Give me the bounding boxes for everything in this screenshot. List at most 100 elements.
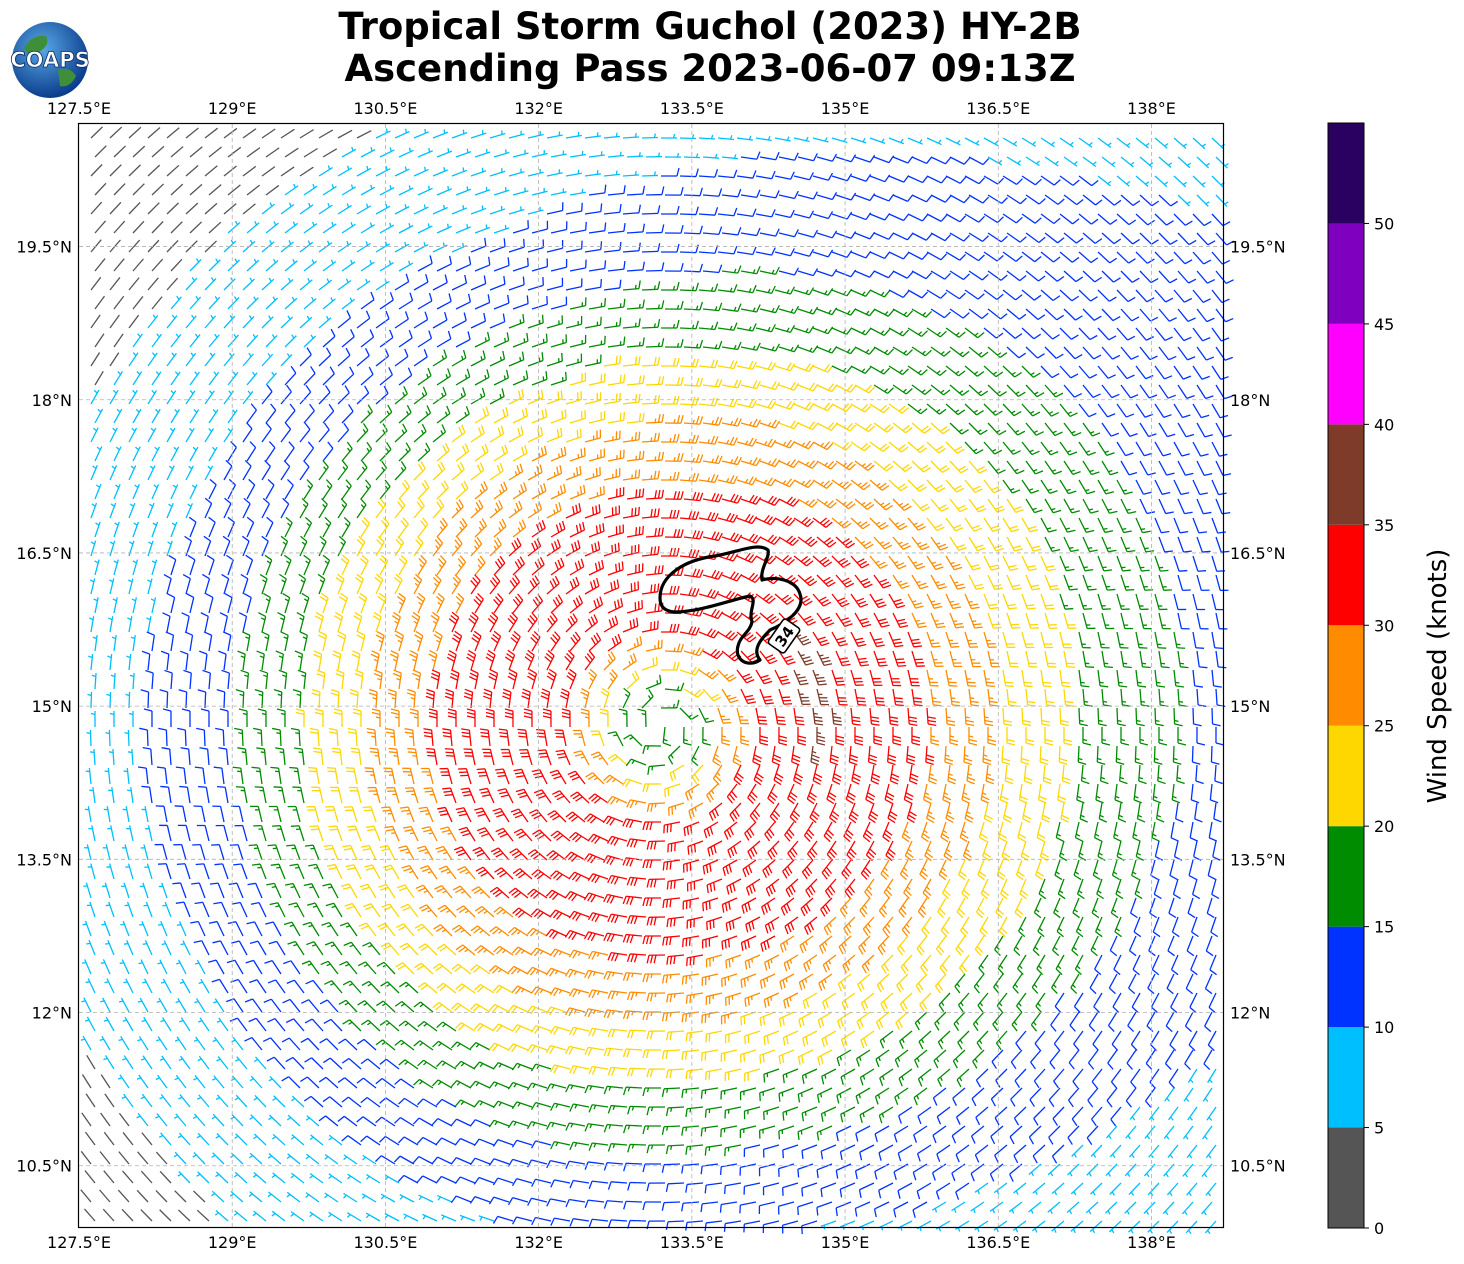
wind-barb — [933, 1164, 946, 1181]
wind-barb — [285, 297, 297, 309]
wind-barb — [234, 1172, 247, 1183]
lon-label: 135°E — [821, 99, 870, 118]
wind-barb — [684, 860, 699, 873]
wind-barb — [490, 575, 500, 594]
wind-barb — [741, 534, 761, 543]
wind-barb — [662, 1088, 680, 1097]
wind-barb — [82, 1074, 91, 1088]
wind-barb — [308, 768, 319, 784]
wind-barb — [528, 889, 547, 898]
wind-barb — [702, 974, 718, 986]
wind-barb — [628, 1182, 646, 1190]
wind-barb — [253, 1173, 266, 1183]
wind-barb — [1188, 1069, 1197, 1083]
wind-barb — [231, 1076, 243, 1088]
wind-barb — [114, 221, 125, 233]
wind-barb — [323, 329, 335, 347]
wind-barb — [342, 1136, 361, 1145]
wind-barb — [139, 728, 148, 746]
wind-barb — [927, 404, 946, 414]
wind-barb — [551, 372, 566, 385]
wind-barb — [855, 689, 866, 705]
wind-barb — [608, 487, 624, 499]
wind-barb — [250, 1115, 262, 1126]
wind-barb — [334, 612, 342, 632]
wind-barb — [760, 1012, 775, 1026]
wind-barb — [647, 1183, 665, 1191]
wind-barb — [628, 992, 646, 1000]
wind-barb — [285, 259, 297, 271]
wind-barb — [646, 452, 664, 461]
wind-barb — [745, 1107, 760, 1119]
wind-barb — [851, 708, 861, 725]
wind-barb — [400, 807, 414, 822]
wind-barb — [532, 446, 546, 461]
wind-barb — [668, 841, 684, 852]
wind-barb — [513, 295, 528, 309]
wind-barb — [1155, 518, 1169, 533]
wind-barb — [304, 148, 318, 157]
wind-barb — [604, 580, 619, 594]
wind-barb — [726, 917, 741, 931]
wind-barb — [604, 1048, 623, 1056]
wind-barb — [472, 887, 490, 898]
wind-barb — [328, 1212, 342, 1221]
wind-barb — [198, 1056, 209, 1069]
wind-barb — [178, 825, 190, 841]
wind-barb — [228, 259, 240, 271]
wind-barb — [661, 472, 679, 480]
wind-barb — [718, 170, 737, 178]
wind-barb — [817, 423, 837, 431]
wind-barb — [528, 427, 542, 442]
wind-barb — [938, 1069, 950, 1087]
wind-barb — [206, 594, 213, 613]
wind-barb — [890, 765, 899, 784]
wind-barb — [475, 556, 485, 575]
wind-barb — [779, 1050, 794, 1064]
wind-barb — [1060, 480, 1076, 494]
wind-barb — [450, 670, 459, 689]
wind-barb — [1007, 271, 1026, 281]
wind-barb — [514, 769, 528, 784]
wind-barb — [1117, 556, 1131, 571]
wind-barb — [418, 148, 433, 157]
wind-barb — [380, 261, 394, 271]
wind-barb — [304, 555, 311, 575]
wind-barb — [627, 413, 644, 423]
wind-barb — [1121, 157, 1134, 167]
wind-barb — [208, 960, 224, 974]
wind-barb — [361, 223, 375, 233]
lat-labels-right: 19.5°N18°N16.5°N15°N13.5°N12°N10.5°N — [1230, 238, 1286, 1176]
wind-barb — [243, 204, 255, 214]
wind-barb — [981, 879, 989, 899]
wind-barb — [209, 447, 217, 461]
wind-barb — [779, 268, 798, 275]
wind-barb — [421, 768, 433, 784]
wind-barb — [589, 1067, 608, 1075]
wind-barb — [1190, 993, 1197, 1013]
wind-barb — [1070, 1012, 1079, 1031]
wind-barb — [1139, 765, 1147, 784]
wind-barb — [889, 366, 908, 375]
wind-barb — [1178, 157, 1191, 168]
wind-barb — [727, 784, 737, 803]
wind-barb — [1171, 993, 1178, 1013]
wind-barb — [608, 914, 627, 923]
wind-barb — [528, 131, 544, 138]
wind-barb — [760, 651, 777, 664]
wind-barb — [817, 689, 829, 705]
wind-barb — [148, 579, 152, 594]
wind-barb — [320, 1000, 338, 1012]
wind-barb — [399, 405, 411, 423]
wind-barb — [290, 864, 304, 879]
wind-barb — [747, 879, 760, 896]
wind-barb — [760, 420, 780, 428]
wind-barb — [914, 1088, 927, 1105]
wind-barb — [875, 1088, 889, 1104]
wind-barb — [276, 651, 284, 670]
wind-barb — [81, 1151, 91, 1164]
wind-barb — [1079, 366, 1097, 378]
wind-barb — [433, 205, 448, 214]
wind-barb — [566, 203, 582, 214]
wind-barb — [247, 922, 262, 936]
